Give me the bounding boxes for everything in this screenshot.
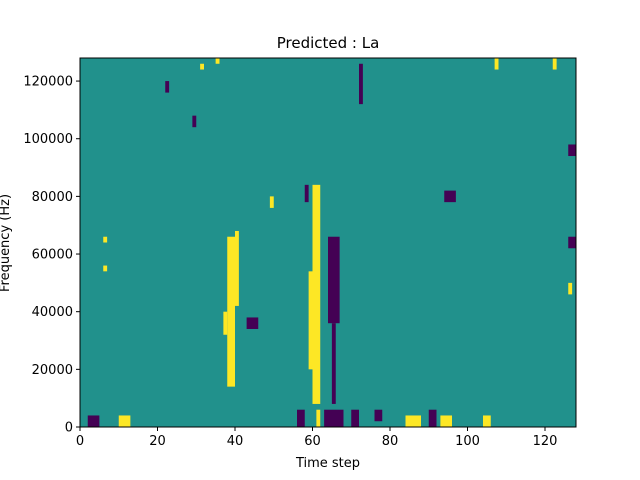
heatmap-cell-high	[312, 184, 321, 404]
heatmap-cell-high	[215, 58, 220, 64]
x-tick-label: 0	[76, 434, 84, 449]
heatmap-cell-low	[165, 81, 170, 93]
heatmap-cell-low	[304, 184, 309, 203]
heatmap-cell-high	[227, 236, 235, 387]
heatmap-cell-low	[192, 115, 197, 128]
heatmap-cell-low	[568, 236, 576, 249]
heatmap-cell-high	[200, 63, 204, 70]
y-tick-label: 100000	[23, 132, 73, 147]
heatmap-cell-high	[316, 409, 321, 427]
heatmap-cell-high	[405, 415, 421, 427]
y-tick-label: 20000	[32, 363, 73, 378]
heatmap-cell-high	[483, 415, 491, 427]
heatmap-cell-high	[440, 415, 452, 427]
x-tick-label: 80	[382, 434, 399, 449]
x-axis-label: Time step	[295, 456, 360, 471]
y-tick-label: 60000	[32, 248, 73, 263]
heatmap-cell-high	[568, 282, 573, 295]
heatmap-cell-high	[552, 58, 557, 70]
heatmap-cell-low	[87, 415, 100, 427]
heatmap-cell-high	[494, 58, 499, 70]
x-tick-label: 20	[149, 434, 166, 449]
heatmap-cell-low	[328, 236, 340, 324]
x-axis: 0 20 40 60 80 100 120	[76, 427, 558, 449]
heatmap-cell-high	[269, 196, 274, 208]
y-tick-label: 80000	[32, 190, 73, 205]
heatmap-cell-high	[118, 415, 131, 427]
heatmap-cell-high	[103, 236, 108, 243]
heatmap-cell-low	[428, 409, 437, 427]
y-tick-label: 40000	[32, 305, 73, 320]
heatmap-cell-low	[324, 409, 344, 427]
y-axis: 0 20000 40000 60000 80000 100000 120000	[23, 75, 80, 436]
heatmap-cell-low	[297, 409, 305, 427]
chart-title: Predicted : La	[277, 34, 380, 52]
heatmap-cell-high	[235, 230, 239, 306]
plot-area	[79, 57, 577, 428]
y-tick-label: 120000	[23, 75, 73, 90]
heatmap-cell-low	[374, 409, 383, 422]
heatmap-cell-low	[331, 323, 336, 404]
x-tick-label: 100	[455, 434, 480, 449]
heatmap-cell-low	[351, 409, 359, 427]
heatmap-cell-low	[568, 144, 576, 157]
heatmap-cell-low	[359, 63, 363, 105]
heatmap-cell-low	[444, 190, 456, 203]
x-tick-label: 120	[533, 434, 558, 449]
y-tick-label: 0	[65, 421, 73, 436]
y-axis-label: Frequency (Hz)	[0, 194, 13, 292]
heatmap-cell-high	[308, 271, 313, 370]
plot-frame	[79, 57, 577, 428]
heatmap-cell-high	[223, 311, 228, 335]
heatmap-cell-high	[103, 265, 108, 272]
heatmap-cell-low	[246, 317, 259, 329]
x-tick-label: 60	[304, 434, 321, 449]
heatmap-cells	[87, 58, 576, 427]
x-tick-label: 40	[227, 434, 244, 449]
